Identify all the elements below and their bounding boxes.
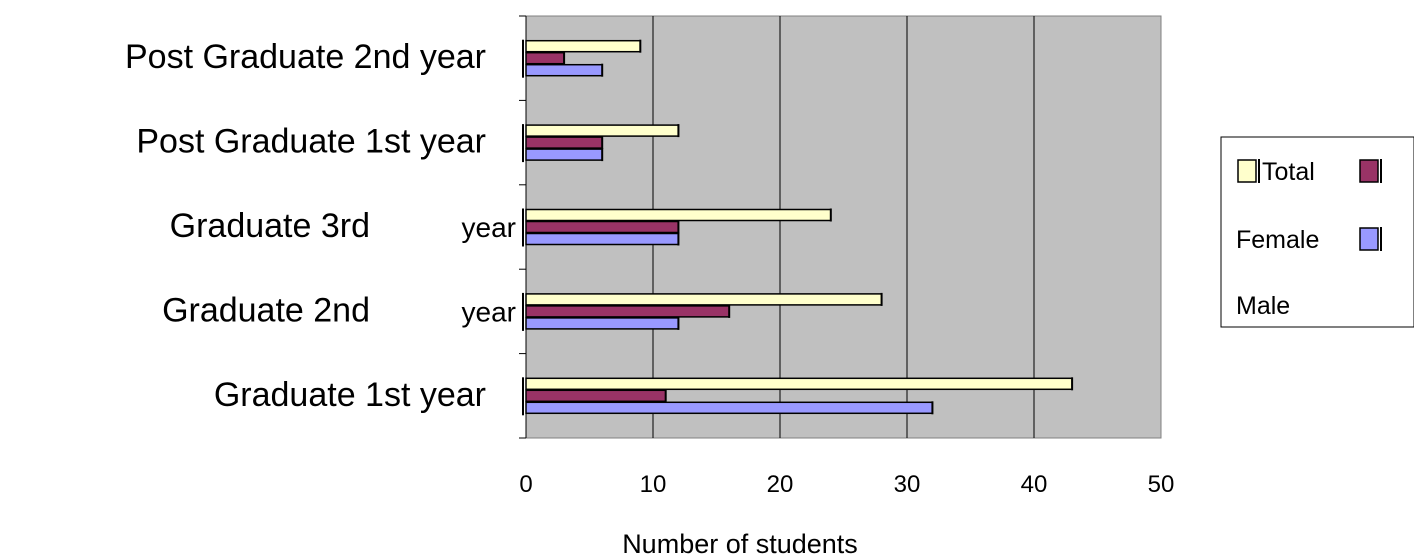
x-tick-label: 10 — [640, 471, 667, 498]
bar-male — [525, 148, 603, 161]
category-label: Graduate 2nd — [162, 291, 370, 329]
x-tick-labels: 0 10 20 30 40 50 — [519, 471, 1174, 498]
bar-male — [525, 317, 680, 330]
legend-swatch — [1359, 227, 1379, 251]
x-tick-label: 20 — [767, 471, 794, 498]
bar-male — [525, 401, 934, 415]
category-label: Post Graduate 2nd year — [125, 38, 486, 76]
bar-female — [525, 389, 667, 403]
x-axis-label: Number of students — [622, 529, 858, 559]
bar-male — [525, 232, 680, 246]
bar-female — [525, 220, 680, 234]
bar-total — [525, 124, 680, 137]
bars — [522, 39, 1074, 416]
x-tick-label: 30 — [894, 471, 921, 498]
bar-total — [525, 377, 1073, 391]
legend-items: Total Female Male — [1236, 158, 1382, 320]
bar-total — [525, 39, 642, 53]
category-label-suffix: year — [462, 296, 516, 327]
category-labels: Graduate 1st year Graduate 2nd year Graduat… — [125, 38, 516, 414]
x-tick-label: 40 — [1021, 471, 1048, 498]
legend-label: Male — [1236, 292, 1290, 320]
legend: Total Female Male — [1220, 136, 1414, 328]
bar-female — [525, 51, 565, 65]
category-label: Graduate 3rd — [170, 207, 370, 245]
legend-swatch — [1359, 159, 1379, 183]
legend-label: Total — [1262, 158, 1315, 186]
bar-male — [525, 63, 603, 77]
bar-total — [525, 208, 832, 222]
bar-total — [525, 293, 883, 306]
category-label: Graduate 1st year — [214, 376, 486, 414]
axis-ticks — [519, 15, 526, 439]
category-label: Post Graduate 1st year — [136, 123, 486, 161]
bar-female — [525, 136, 603, 149]
category-label-suffix: year — [462, 212, 516, 243]
legend-label: Female — [1236, 226, 1319, 254]
legend-swatch — [1237, 159, 1257, 183]
bar-female — [525, 305, 730, 318]
x-tick-label: 50 — [1148, 471, 1175, 498]
x-tick-label: 0 — [519, 471, 532, 498]
